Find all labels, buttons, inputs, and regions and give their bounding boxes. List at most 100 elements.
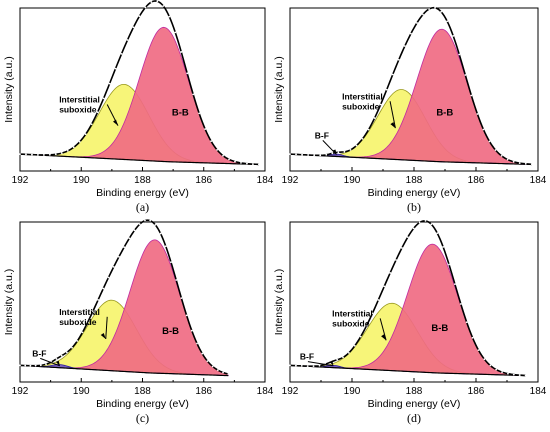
data-point (300, 365, 303, 367)
data-point (359, 335, 362, 338)
bf-arrowhead (332, 149, 337, 155)
data-point (198, 112, 201, 115)
bb-label: B-B (431, 323, 448, 334)
data-point (96, 111, 99, 114)
data-point (477, 349, 480, 351)
chart-panel-c: 192 190 188 186 184 Binding energy (eV) Intens… (3, 219, 274, 425)
x-tick-label: 192 (12, 175, 29, 186)
suboxide-label-line1: Interstitial (59, 95, 100, 105)
data-point (403, 45, 406, 47)
x-tick-label: 190 (344, 175, 361, 186)
data-point (430, 223, 433, 226)
data-point (355, 144, 358, 147)
data-point (530, 163, 533, 166)
data-point (507, 372, 509, 375)
data-point (76, 340, 79, 342)
data-point (518, 162, 521, 164)
data-point (494, 149, 497, 151)
data-point (252, 163, 254, 165)
data-point (204, 128, 207, 130)
data-point (501, 371, 503, 374)
data-point (454, 283, 456, 286)
background-line (289, 364, 526, 377)
data-point (107, 276, 110, 279)
data-point (222, 154, 224, 157)
x-tick-label: 190 (73, 386, 90, 397)
suboxide-label-line2: suboxide (59, 317, 97, 327)
data-point (389, 272, 392, 274)
data-point (342, 356, 344, 359)
data-point (476, 113, 479, 115)
x-tick-label: 188 (134, 175, 151, 186)
data-point (211, 365, 214, 368)
data-point (482, 128, 485, 131)
data-point (60, 152, 63, 155)
x-tick-label: 192 (12, 386, 29, 397)
data-point (371, 312, 374, 315)
x-tick-label: 192 (282, 175, 299, 186)
data-point (186, 72, 189, 75)
x-tick-label: 190 (73, 175, 90, 186)
data-point (201, 352, 204, 355)
data-point (391, 73, 394, 76)
y-axis-title: Intensity (a.u.) (273, 56, 285, 123)
data-point (365, 324, 368, 327)
data-point (78, 140, 81, 143)
data-point (470, 94, 473, 97)
background-line (19, 153, 259, 166)
bb-label: B-B (162, 326, 179, 337)
data-point (289, 153, 291, 156)
data-point (228, 158, 230, 161)
chart-panel-a: 192 190 188 186 184 Binding energy (eV) Intens… (3, 0, 274, 214)
data-point (294, 364, 297, 367)
data-point (319, 154, 322, 157)
data-point (112, 266, 115, 268)
data-point (120, 53, 123, 55)
data-point (434, 6, 436, 9)
data-point (102, 97, 105, 100)
suboxide-arrow (379, 318, 387, 341)
data-point (289, 364, 291, 367)
data-point (353, 344, 356, 347)
bf-arrow (307, 361, 334, 367)
data-point (373, 117, 376, 119)
suboxide-arrow (389, 101, 396, 129)
y-axis-title: Intensity (a.u.) (3, 269, 15, 336)
data-point (150, 1, 153, 3)
y-axis-title: Intensity (a.u.) (273, 269, 285, 336)
x-tick-label: 188 (134, 386, 151, 397)
data-point (45, 363, 47, 366)
data-point (72, 146, 75, 149)
data-point (180, 297, 183, 300)
data-point (301, 153, 303, 156)
data-point (385, 88, 388, 91)
data-point (397, 58, 400, 61)
data-point (118, 255, 120, 258)
data-point (349, 149, 352, 151)
data-point (66, 150, 69, 152)
data-point (506, 158, 509, 161)
data-point (343, 150, 346, 153)
data-point (412, 227, 415, 230)
x-tick-label: 190 (344, 386, 361, 397)
data-point (144, 6, 147, 9)
data-point (190, 329, 193, 332)
bb-peak-area (19, 26, 260, 165)
bf-label: B-F (315, 130, 329, 140)
data-point (149, 219, 152, 222)
x-tick-label: 184 (257, 386, 274, 397)
data-point (246, 162, 248, 165)
data-point (90, 123, 93, 126)
data-point (418, 221, 421, 224)
data-point (25, 153, 27, 156)
data-point (71, 346, 73, 349)
suboxide-label-line2: suboxide (342, 101, 380, 111)
data-point (442, 246, 445, 248)
bb-peak-area (19, 239, 229, 377)
data-point (132, 26, 135, 29)
bb-label: B-B (436, 108, 453, 119)
x-tick-label: 184 (530, 386, 547, 397)
data-point (483, 358, 486, 361)
x-tick-label: 188 (406, 386, 423, 397)
